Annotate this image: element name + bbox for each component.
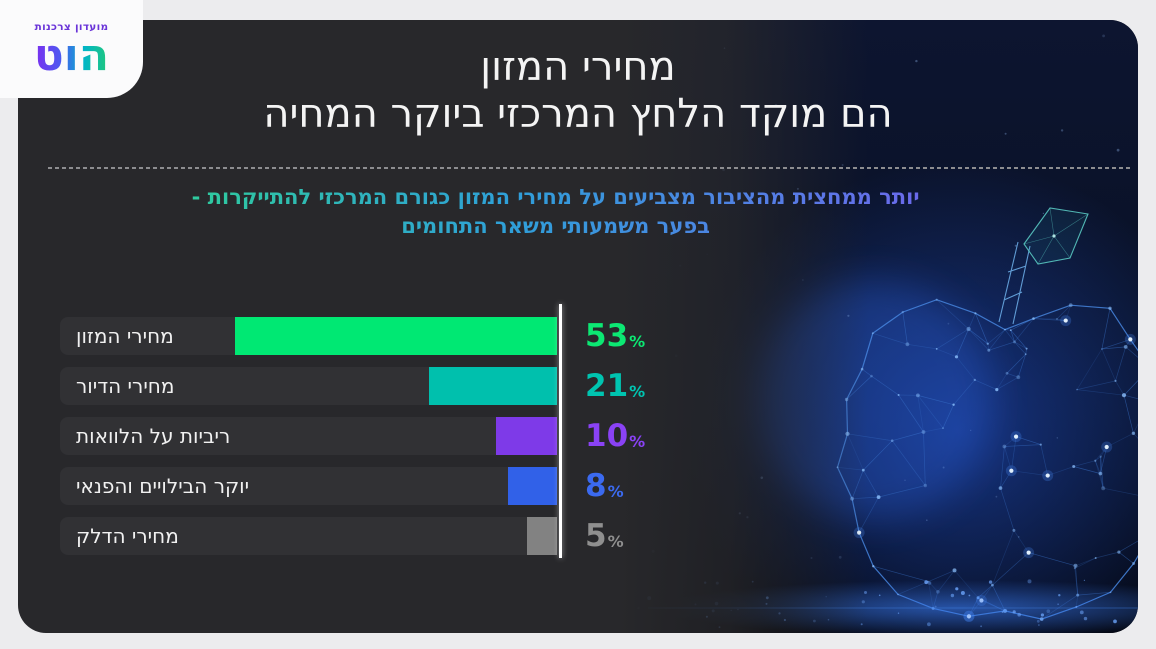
bar (496, 417, 557, 455)
category-label: יוקר הבילויים והפנאי (76, 474, 250, 498)
value-label: 21% (585, 367, 669, 405)
value-label: 8% (585, 467, 669, 505)
title-line-1: מחירי המזון (480, 44, 676, 90)
category-pill: יוקר הבילויים והפנאי (60, 467, 557, 505)
percent-sign: % (629, 382, 646, 401)
percent-sign: % (607, 532, 624, 551)
value-number: 5 (585, 517, 607, 554)
chart-axis-line (559, 304, 562, 558)
brand-tagline: מועדון צרכנות (34, 20, 109, 33)
chart-row: מחירי המזון 53% (60, 317, 670, 355)
dashed-separator (48, 167, 1132, 170)
category-pill: מחירי הדלק (60, 517, 557, 555)
percent-sign: % (629, 332, 646, 351)
category-label: ריביות על הלוואות (76, 424, 231, 448)
category-label: מחירי הדיור (76, 374, 175, 398)
bar-chart: מחירי המזון 53% מחירי הדיור 21% ריביות ע… (60, 304, 670, 567)
bar (527, 517, 557, 555)
chart-row: מחירי הדלק 5% (60, 517, 670, 555)
brand-logo: הוט (33, 29, 110, 81)
value-number: 21 (585, 367, 629, 404)
category-label: מחירי המזון (76, 324, 174, 348)
logo-card: מועדון צרכנות הוט (0, 0, 143, 98)
chart-row: יוקר הבילויים והפנאי 8% (60, 467, 670, 505)
title-line-2: הם מוקד הלחץ המרכזי ביוקר המחיה (263, 90, 893, 137)
value-label: 10% (585, 417, 669, 455)
bar (508, 467, 557, 505)
chart-row: ריביות על הלוואות 10% (60, 417, 670, 455)
apple-network-illustration (618, 20, 1138, 633)
category-label: מחירי הדלק (76, 524, 179, 548)
value-number: 53 (585, 317, 629, 354)
chart-row: מחירי הדיור 21% (60, 367, 670, 405)
value-number: 8 (585, 467, 607, 504)
slide-content: מחירי המזון הם מוקד הלחץ המרכזי ביוקר המ… (18, 20, 1138, 633)
value-number: 10 (585, 417, 629, 454)
value-label: 53% (585, 317, 669, 355)
subtitle-line-1: יותר ממחצית מהציבור מצביעים על מחירי המז… (191, 185, 920, 209)
subtitle-line-2: בפער משמעותי משאר התחומים (401, 213, 710, 238)
bar (235, 317, 557, 355)
bar (429, 367, 557, 405)
category-pill: ריביות על הלוואות (60, 417, 557, 455)
value-label: 5% (585, 517, 669, 555)
chart-rows: מחירי המזון 53% מחירי הדיור 21% ריביות ע… (60, 317, 670, 555)
percent-sign: % (607, 482, 624, 501)
slide: מחירי המזון הם מוקד הלחץ המרכזי ביוקר המ… (18, 20, 1138, 633)
page-title: מחירי המזון הם מוקד הלחץ המרכזי ביוקר המ… (18, 44, 1138, 138)
percent-sign: % (629, 432, 646, 451)
subtitle: יותר ממחצית מהציבור מצביעים על מחירי המז… (18, 183, 1093, 241)
apple-artwork (618, 20, 1138, 633)
